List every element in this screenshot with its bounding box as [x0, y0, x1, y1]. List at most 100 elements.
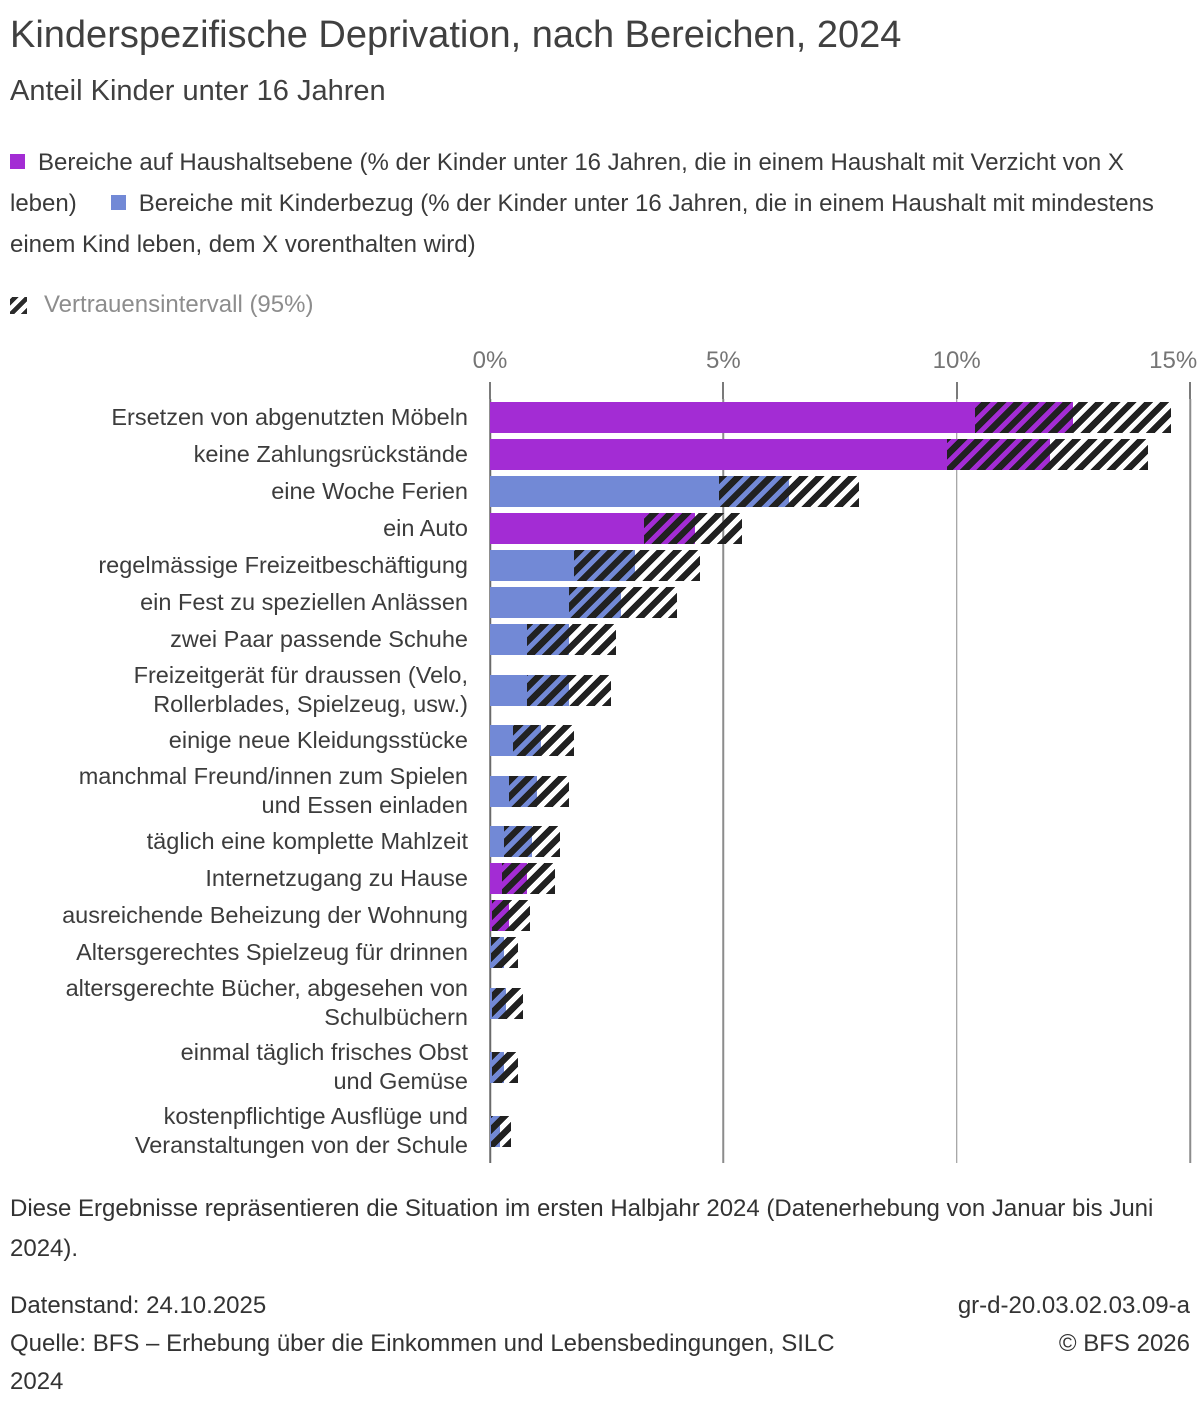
confidence-interval-hatch: [574, 550, 700, 581]
plot-area: Ersetzen von abgenutzten Möbeln keine Zah…: [10, 399, 1191, 1163]
category-label: eine Woche Ferien: [271, 478, 468, 504]
confidence-interval-hatch: [527, 674, 612, 706]
household-series-label: Bereiche auf Haushaltsebene (% der Kinde…: [10, 149, 1124, 217]
category-label: zwei Paar passende Schuhe: [170, 626, 468, 652]
confidence-interval-hatch: [491, 1051, 518, 1083]
chart-row: ein Auto: [10, 510, 1190, 547]
household-series-swatch-icon: [10, 154, 25, 169]
category-label: einige neue Kleidungsstücke: [168, 727, 468, 753]
child-series-swatch-icon: [110, 195, 126, 210]
category-label: Altersgerechtes Spielzeug für drinnen: [76, 939, 468, 965]
data-status: Datenstand: 24.10.2025: [10, 1292, 267, 1319]
confidence-interval-hatch: [527, 624, 616, 655]
chart-code: gr-d-20.03.02.03.09-a: [957, 1292, 1190, 1319]
confidence-interval-hatch: [491, 987, 523, 1019]
footer: Datenstand: 24.10.2025 Quelle: BFS – Erh…: [10, 1287, 1190, 1401]
bar-track: [490, 900, 1190, 931]
child-series-label: Bereiche mit Kinderbezug (% der Kinder u…: [10, 190, 1154, 258]
category-label: ein Auto: [383, 515, 468, 541]
chart-row: ausreichende Beheizung der Wohnung: [10, 897, 1190, 934]
confidence-interval-hatch: [508, 775, 570, 807]
confidence-interval-hatch: [644, 513, 742, 544]
axis: 0% 5% 10% 15%: [473, 345, 1197, 399]
category-label: altersgerechte Bücher, abgesehen von Schu…: [65, 975, 468, 1030]
chart-row: eine Woche Ferien: [10, 473, 1190, 510]
category-label: kostenpflichtige Ausflüge und Veranstaltu…: [134, 1103, 468, 1158]
chart-row: einige neue Kleidungsstücke: [10, 722, 1190, 759]
confidence-interval-hatch: [513, 725, 574, 756]
confidence-interval-hatch: [569, 587, 677, 618]
chart-row: regelmässige Freizeitbeschäftigung: [10, 547, 1190, 584]
series-legend: Bereiche auf Haushaltsebene (% der Kinde…: [10, 142, 1190, 265]
category-label: keine Zahlungsrückstände: [193, 441, 468, 467]
footer-left: Datenstand: 24.10.2025 Quelle: BFS – Erh…: [10, 1287, 880, 1401]
bar-track: [490, 513, 1190, 544]
category-label: Internetzugang zu Hause: [205, 865, 468, 891]
confidence-interval-hatch: [504, 826, 560, 857]
bar-track: [490, 402, 1190, 433]
chart-row: einmal täglich frisches Obst und Gemüse: [10, 1035, 1190, 1099]
bar-chart: 0% 5% 10% 15% Ersetzen von abgenutzten Möbe…: [10, 345, 1197, 1163]
confidence-interval-hatch: [492, 900, 530, 931]
footer-right: gr-d-20.03.02.03.09-a © BFS 2026: [958, 1287, 1190, 1401]
gridline: [722, 399, 725, 1163]
source: Quelle: BFS – Erhebung über die Einkomme…: [10, 1330, 835, 1395]
confidence-interval-hatch: [501, 863, 556, 894]
copyright: © BFS 2026: [1058, 1330, 1190, 1357]
gridline: [955, 399, 958, 1163]
confidence-interval-label: Vertrauensintervall (95%): [44, 291, 314, 318]
chart-row: Ersetzen von abgenutzten Möbeln: [10, 399, 1190, 436]
axis-tick-mark: [489, 382, 491, 399]
chart-row: Freizeitgerät für draussen (Velo, Rollerb…: [10, 658, 1190, 722]
bar-track: [490, 987, 1190, 1019]
confidence-interval-hatch: [490, 937, 518, 968]
chart-row: Altersgerechtes Spielzeug für drinnen: [10, 934, 1190, 971]
bar-track: [490, 1115, 1190, 1147]
chart-row: zwei Paar passende Schuhe: [10, 621, 1190, 658]
bar-track: [490, 439, 1190, 470]
chart-row: altersgerechte Bücher, abgesehen von Schu…: [10, 971, 1190, 1035]
category-label: ein Fest zu speziellen Anlässen: [140, 589, 468, 615]
chart-row: manchmal Freund/innen zum Spielen und Ess…: [10, 759, 1190, 823]
confidence-interval-legend: Vertrauensintervall (95%): [10, 291, 1190, 319]
bar-track: [490, 587, 1190, 618]
axis-tick-mark: [1189, 382, 1191, 399]
gridline: [1189, 399, 1191, 1163]
bar-track: [490, 1051, 1190, 1083]
hatch-swatch-icon: [10, 296, 27, 314]
chart-rows: Ersetzen von abgenutzten Möbeln keine Zah…: [10, 399, 1190, 1163]
category-label: regelmässige Freizeitbeschäftigung: [98, 552, 468, 578]
category-label: manchmal Freund/innen zum Spielen und Ess…: [78, 763, 468, 818]
confidence-interval-hatch: [490, 1115, 511, 1147]
chart-row: kostenpflichtige Ausflüge und Veranstaltu…: [10, 1099, 1190, 1163]
bar-track: [490, 863, 1190, 894]
confidence-interval-hatch: [947, 439, 1148, 470]
category-label: täglich eine komplette Mahlzeit: [146, 828, 468, 854]
axis-tick-mark: [722, 382, 725, 399]
bar-track: [490, 674, 1190, 706]
page-title: Kinderspezifische Deprivation, nach Bere…: [10, 14, 902, 56]
axis-tick-label: 10%: [932, 347, 981, 374]
bar-track: [490, 725, 1190, 756]
bar-track: [490, 937, 1190, 968]
category-label: ausreichende Beheizung der Wohnung: [62, 902, 468, 928]
footnote: Diese Ergebnisse repräsentieren die Situ…: [10, 1195, 1154, 1262]
axis-tick-label: 15%: [1149, 347, 1198, 374]
confidence-interval-hatch: [975, 402, 1172, 433]
chart-row: täglich eine komplette Mahlzeit: [10, 823, 1190, 860]
chart-subtitle: Anteil Kinder unter 16 Jahren: [10, 75, 386, 107]
category-label: Ersetzen von abgenutzten Möbeln: [111, 404, 468, 430]
category-label: einmal täglich frisches Obst und Gemüse: [180, 1039, 468, 1094]
bar-track: [490, 624, 1190, 655]
bar-track: [490, 550, 1190, 581]
chart-row: Internetzugang zu Hause: [10, 860, 1190, 897]
axis-tick-label: 0%: [472, 347, 508, 374]
category-label: Freizeitgerät für draussen (Velo, Rollerb…: [133, 662, 468, 717]
axis-tick-mark: [955, 382, 958, 399]
bar-track: [490, 826, 1190, 857]
bar-track: [490, 775, 1190, 807]
confidence-interval-hatch: [718, 476, 859, 507]
chart-row: ein Fest zu speziellen Anlässen: [10, 584, 1190, 621]
chart-row: keine Zahlungsrückstände: [10, 436, 1190, 473]
bar-track: [490, 476, 1190, 507]
